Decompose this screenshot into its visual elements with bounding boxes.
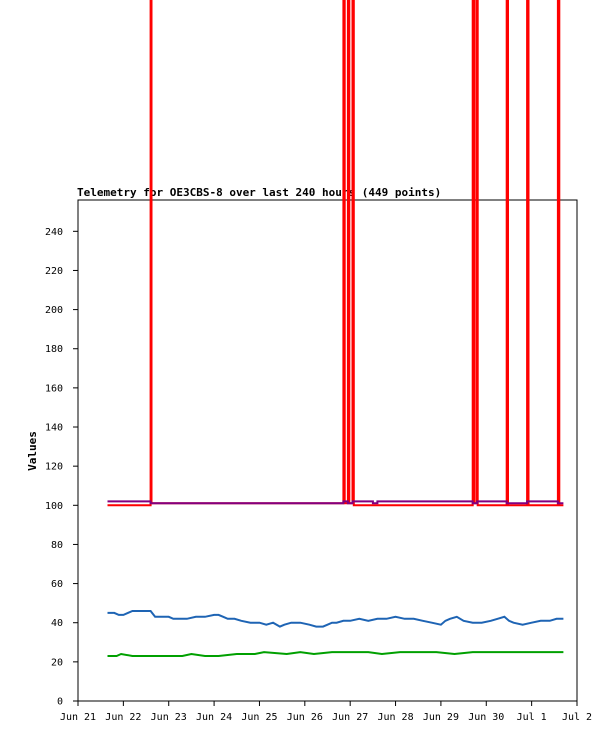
x-tick-label: Jun 23 (151, 712, 187, 723)
y-tick-label: 0 (57, 697, 63, 708)
x-tick-label: Jul 1 (517, 712, 547, 723)
x-tick-label: Jun 21 (60, 712, 96, 723)
y-tick-label: 80 (51, 540, 63, 551)
y-tick-label: 120 (45, 462, 63, 473)
series-line-3 (107, 610, 564, 628)
y-axis-label: Values (26, 431, 39, 471)
y-tick-label: 140 (45, 423, 63, 434)
x-axis: Jun 21 Jun 22 Jun 23 Jun 24 Jun 25 Jun 26 Jun … (60, 701, 592, 723)
x-tick-label: Jun 26 (287, 712, 323, 723)
series-line-1 (107, 0, 564, 507)
series-line-4 (107, 651, 564, 657)
series-layer (107, 0, 564, 657)
plot-frame (77, 199, 578, 702)
y-tick-label: 180 (45, 344, 63, 355)
chart-title: Telemetry for OE3CBS-8 over last 240 hou… (77, 186, 441, 199)
y-tick-label: 40 (51, 618, 63, 629)
x-tick-label: Jun 27 (332, 712, 368, 723)
y-tick-label: 160 (45, 383, 63, 394)
y-tick-label: 220 (45, 266, 63, 277)
x-tick-label: Jun 29 (423, 712, 459, 723)
y-tick-label: 20 (51, 657, 63, 668)
x-tick-label: Jun 25 (241, 712, 277, 723)
series-line-2 (107, 500, 564, 505)
y-tick-label: 200 (45, 305, 63, 316)
x-tick-label: Jun 22 (105, 712, 141, 723)
y-axis: 0 20 40 60 80 100 120 140 160 180 200 220 240 (45, 227, 78, 708)
y-tick-label: 240 (45, 227, 63, 238)
x-tick-label: Jul 2 (562, 712, 592, 723)
x-tick-label: Jun 24 (196, 712, 232, 723)
y-tick-label: 60 (51, 579, 63, 590)
x-tick-label: Jun 30 (468, 712, 504, 723)
y-tick-label: 100 (45, 501, 63, 512)
x-tick-label: Jun 28 (377, 712, 413, 723)
